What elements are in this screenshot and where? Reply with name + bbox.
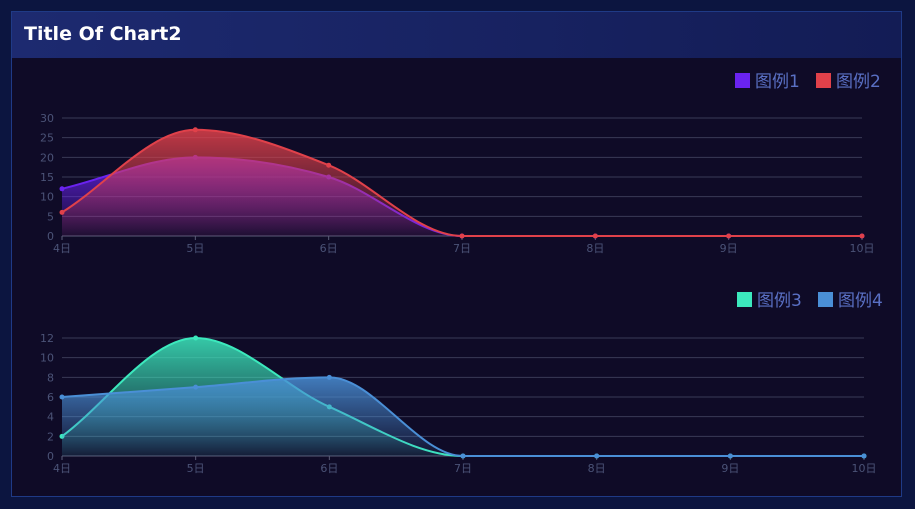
legend-label[interactable]: 图例2 (836, 72, 881, 92)
x-tick-label: 10日 (850, 242, 875, 255)
data-point-1-2-2[interactable] (326, 162, 332, 168)
y-tick-label: 2 (47, 430, 54, 443)
y-tick-label: 20 (40, 151, 54, 164)
x-tick-label: 6日 (320, 462, 338, 475)
y-tick-label: 10 (40, 352, 54, 365)
x-tick-label: 8日 (586, 242, 604, 255)
series-area-2-2 (62, 377, 864, 456)
data-point-1-2-3[interactable] (459, 233, 465, 239)
x-tick-label: 9日 (721, 462, 739, 475)
y-tick-label: 5 (47, 210, 54, 223)
data-point-2-2-0[interactable] (59, 394, 65, 400)
y-tick-label: 12 (40, 332, 54, 345)
y-tick-label: 8 (47, 371, 54, 384)
x-tick-label: 7日 (453, 242, 471, 255)
x-tick-label: 4日 (53, 462, 71, 475)
y-tick-label: 25 (40, 132, 54, 145)
data-point-2-2-6[interactable] (861, 453, 867, 459)
x-tick-label: 5日 (186, 242, 204, 255)
data-point-1-2-5[interactable] (726, 233, 732, 239)
series-area-1-2 (62, 129, 862, 236)
panel-header: Title Of Chart2 (12, 12, 901, 58)
data-point-1-1-0[interactable] (59, 186, 65, 192)
x-tick-label: 4日 (53, 242, 71, 255)
legend-label[interactable]: 图例1 (755, 72, 800, 92)
y-tick-label: 4 (47, 411, 54, 424)
legend-swatch[interactable] (735, 73, 750, 88)
legend-label[interactable]: 图例4 (838, 291, 883, 311)
data-point-1-2-4[interactable] (592, 233, 598, 239)
x-tick-label: 9日 (720, 242, 738, 255)
y-tick-label: 15 (40, 171, 54, 184)
x-tick-label: 8日 (588, 462, 606, 475)
data-point-1-2-0[interactable] (59, 209, 65, 215)
panel-title: Title Of Chart2 (24, 23, 182, 45)
x-tick-label: 5日 (187, 462, 205, 475)
chart-2: 0 2 4 6 8 10 12 4日 5日 6日 7日 8日 9日 10日 图例3 图例4 (40, 291, 883, 475)
data-point-2-2-1[interactable] (193, 384, 199, 390)
data-point-2-2-2[interactable] (326, 374, 332, 380)
legend-label[interactable]: 图例3 (757, 291, 802, 311)
y-tick-label: 6 (47, 391, 54, 404)
data-point-1-2-6[interactable] (859, 233, 865, 239)
legend-swatch[interactable] (816, 73, 831, 88)
y-tick-label: 0 (47, 230, 54, 243)
data-point-2-2-5[interactable] (727, 453, 733, 459)
x-tick-label: 6日 (320, 242, 338, 255)
x-tick-label: 10日 (852, 462, 877, 475)
chart-1: 0 5 10 15 20 25 30 4日 5日 6日 7日 8日 9日 10日 图例1 图例2 (40, 72, 881, 255)
legend-swatch[interactable] (737, 292, 752, 307)
y-tick-label: 0 (47, 450, 54, 463)
x-tick-label: 7日 (454, 462, 472, 475)
y-tick-label: 30 (40, 112, 54, 125)
legend-swatch[interactable] (818, 292, 833, 307)
data-point-2-2-4[interactable] (594, 453, 600, 459)
data-point-2-1-1[interactable] (193, 335, 199, 341)
data-point-1-2-1[interactable] (192, 127, 198, 133)
y-tick-label: 10 (40, 191, 54, 204)
data-point-2-2-3[interactable] (460, 453, 466, 459)
